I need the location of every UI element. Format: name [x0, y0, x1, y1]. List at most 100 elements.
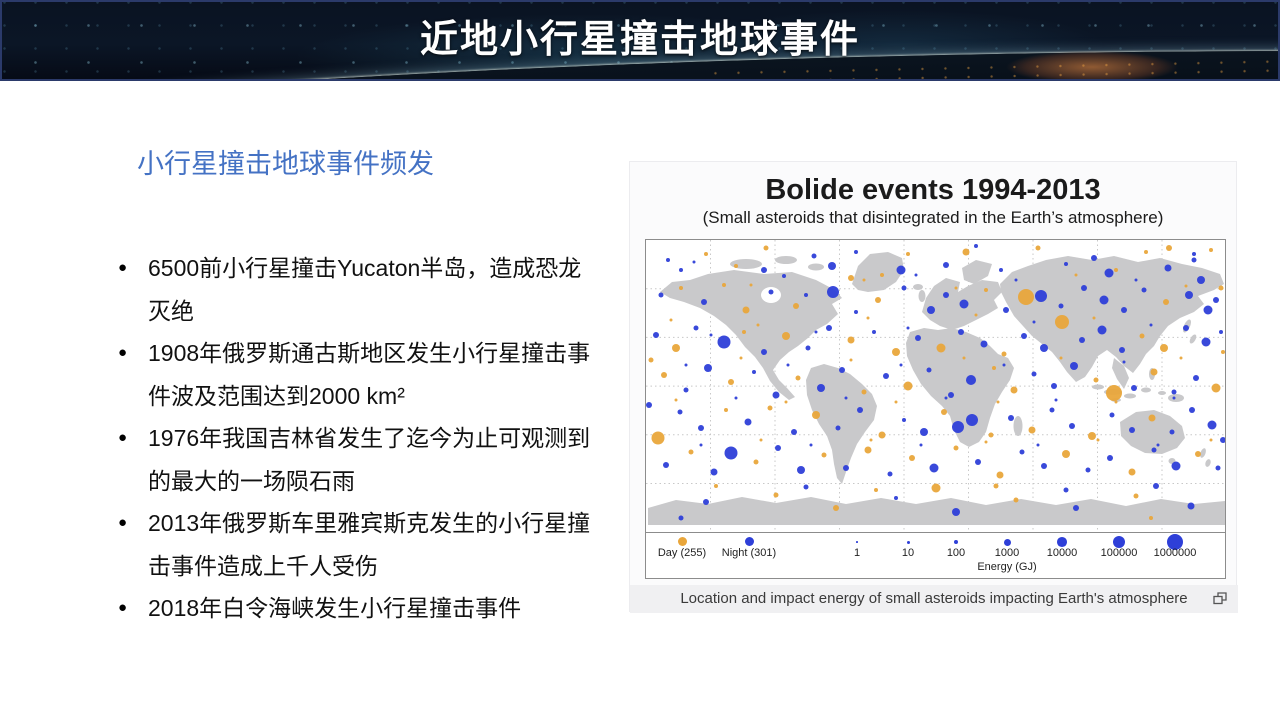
figure-panel: Bolide events 1994-2013 (Small asteroids…: [629, 161, 1238, 613]
bolide-point: [1207, 420, 1217, 430]
bolide-point: [875, 297, 881, 303]
bolide-point: [826, 325, 832, 331]
bolide-point: [742, 306, 750, 314]
bolide-point: [795, 375, 801, 381]
bolide-point: [984, 440, 988, 444]
size-legend-dot: [1166, 533, 1184, 551]
bolide-point: [791, 429, 797, 435]
bolide-point: [744, 418, 752, 426]
bullet-text: 1976年我国吉林省发生了迄今为止可观测到的最大的一场陨石雨: [148, 425, 591, 494]
bolide-point: [767, 405, 773, 411]
bolide-point: [1219, 330, 1223, 334]
bolide-point: [948, 392, 954, 398]
bolide-point: [954, 286, 958, 290]
bolide-point: [962, 248, 970, 256]
bolide-point: [1036, 443, 1040, 447]
bolide-point: [1169, 429, 1175, 435]
bolide-point: [1133, 493, 1139, 499]
bolide-point: [1064, 262, 1068, 266]
bolide-point: [1002, 363, 1006, 367]
bolide-point: [661, 372, 667, 378]
bolide-point: [805, 345, 811, 351]
bolide-point: [1051, 383, 1057, 389]
bolide-point: [926, 367, 932, 373]
bolide-point: [698, 425, 704, 431]
figure-caption-bar: Location and impact energy of small aste…: [630, 585, 1238, 613]
figure-caption: Location and impact energy of small aste…: [680, 590, 1188, 607]
size-legend-dot: [906, 540, 910, 544]
bolide-point: [1191, 257, 1197, 263]
bullet-text: 2018年白令海峡发生小行星撞击事件: [148, 595, 522, 621]
bolide-point: [1119, 347, 1125, 353]
bolide-point: [992, 366, 996, 370]
bullet-list: ● 6500前小行星撞击Yucaton半岛，造成恐龙灭绝 ● 1908年俄罗斯通古斯地…: [118, 247, 604, 630]
bolide-point: [835, 425, 841, 431]
bolide-point: [966, 414, 978, 426]
bolide-point: [1128, 468, 1136, 476]
header-banner: 近地小行星撞击地球事件: [0, 0, 1280, 81]
size-legend-dot: [953, 539, 959, 545]
day-legend-dot: [677, 537, 687, 546]
bolide-point: [742, 330, 746, 334]
bolide-point: [672, 344, 680, 352]
bolide-point: [958, 329, 964, 335]
bolide-point: [753, 459, 759, 465]
bolide-point: [763, 245, 769, 251]
bolide-point: [797, 466, 805, 474]
bullet-icon: ●: [118, 599, 128, 616]
bolide-point: [1003, 307, 1009, 313]
bullet-text: 1908年俄罗斯通古斯地区发生小行星撞击事件波及范围达到2000 km²: [148, 340, 591, 409]
bolide-point: [724, 408, 728, 412]
bolide-point: [874, 488, 878, 492]
bolide-point: [1193, 375, 1199, 381]
size-legend-dot: [1003, 538, 1011, 546]
bolide-point: [880, 273, 884, 277]
bolide-point: [809, 443, 813, 447]
size-legend-value: 1: [853, 547, 861, 559]
bolide-point: [1160, 344, 1168, 352]
size-legend-dot: [1057, 537, 1067, 547]
bolide-point: [1121, 307, 1127, 313]
bolide-point: [996, 471, 1004, 479]
bolide-point: [761, 349, 767, 355]
bolide-point: [1099, 295, 1109, 305]
bolide-point: [1166, 245, 1172, 251]
bolide-point: [1201, 337, 1211, 347]
bolide-point: [1021, 333, 1027, 339]
bolide-point: [1179, 356, 1183, 360]
bolide-point: [943, 292, 949, 298]
bolide-point: [1183, 325, 1189, 331]
bolide-point: [996, 400, 1000, 404]
bolide-point: [768, 289, 774, 295]
bolide-point: [651, 431, 665, 445]
bolide-point: [887, 471, 893, 477]
bolide-point: [1164, 264, 1172, 272]
bolide-point: [952, 421, 964, 433]
day-legend: Day (255): [652, 533, 712, 559]
bolide-point: [1035, 245, 1041, 251]
bolide-point: [975, 459, 981, 465]
bolide-point: [739, 356, 743, 360]
bolide-point: [854, 250, 858, 254]
bolide-point: [688, 449, 694, 455]
bullet-icon: ●: [118, 344, 128, 361]
bolide-point: [883, 373, 889, 379]
bolide-point: [717, 335, 731, 349]
bolide-point: [1018, 289, 1034, 305]
bolide-point: [1081, 285, 1087, 291]
bolide-point: [761, 267, 767, 273]
bolide-point: [1010, 386, 1018, 394]
bolide-point: [683, 387, 689, 393]
bolide-point: [857, 407, 863, 413]
bullet-text: 2013年俄罗斯车里雅宾斯克发生的小行星撞击事件造成上千人受伤: [148, 510, 591, 579]
bullet-icon: ●: [118, 429, 128, 446]
size-legend-value: 1000000: [1153, 547, 1197, 559]
bolide-point: [896, 265, 906, 275]
popout-icon[interactable]: [1213, 592, 1227, 605]
bolide-point: [878, 431, 886, 439]
bullet-item: ● 2018年白令海峡发生小行星撞击事件: [118, 587, 604, 630]
bolide-point: [872, 330, 876, 334]
bolide-point: [811, 253, 817, 259]
bolide-scatter-map: [646, 240, 1225, 532]
